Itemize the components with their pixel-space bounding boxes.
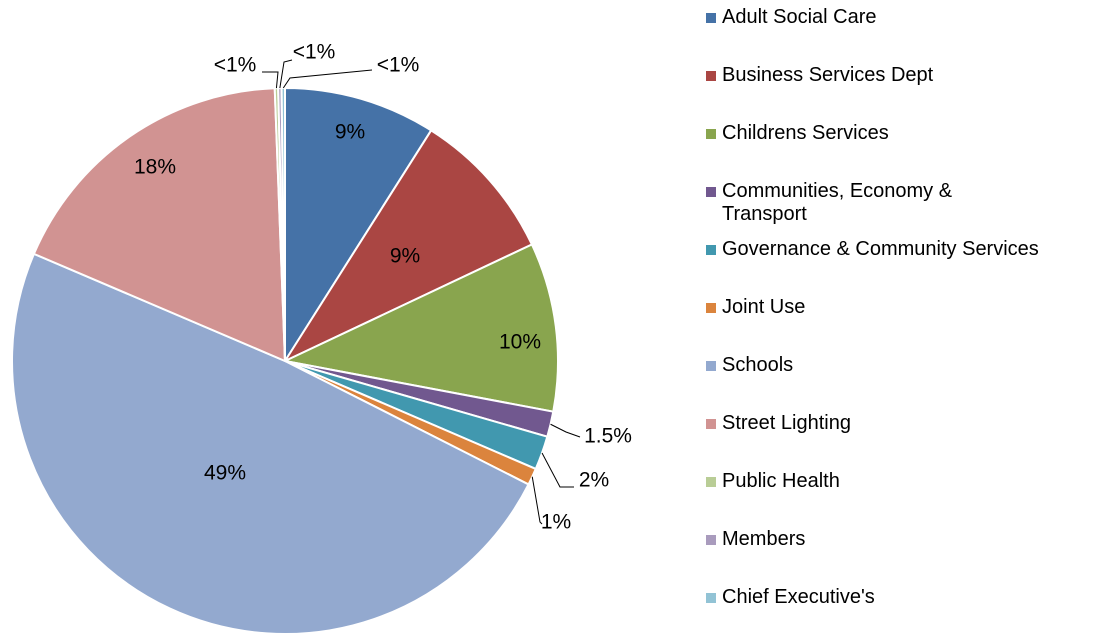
legend-label: Childrens Services: [722, 122, 889, 144]
legend-label: Business Services Dept: [722, 64, 934, 86]
data-label: <1%: [293, 41, 336, 64]
pie-slice: [282, 129, 534, 364]
legend-swatch: [706, 129, 716, 139]
legend-swatch: [706, 535, 716, 545]
legend-swatch: [706, 71, 716, 81]
legend-item: Street Lighting: [704, 412, 851, 435]
leader-line: [531, 476, 543, 525]
legend-label: Adult Social Care: [722, 6, 877, 28]
legend-item: Members: [704, 528, 805, 551]
pie-slice: [11, 252, 530, 635]
legend-item: Schools: [704, 354, 793, 377]
legend-item: Business Services Dept: [704, 64, 933, 87]
legend-swatch: [706, 303, 716, 313]
legend-item: Adult Social Care: [704, 6, 877, 29]
legend-label: Street Lighting: [722, 412, 851, 434]
legend-label: Public Health: [722, 470, 840, 492]
leader-line: [262, 71, 279, 89]
legend-item: Communities, Economy & Transport: [704, 180, 994, 226]
data-label: 10%: [499, 331, 541, 354]
data-label: 49%: [204, 462, 246, 485]
leader-line: [550, 423, 581, 438]
data-label: 9%: [390, 245, 420, 268]
leader-line: [279, 59, 293, 89]
data-label: <1%: [214, 54, 257, 77]
legend-label: Schools: [722, 354, 794, 376]
data-label: 18%: [134, 156, 176, 179]
legend-label: Governance & Community Services: [722, 238, 1039, 260]
legend-swatch: [706, 593, 716, 603]
legend-swatch: [706, 187, 716, 197]
legend-item: Childrens Services: [704, 122, 889, 145]
pie-slice: [281, 243, 559, 413]
data-label: 9%: [335, 121, 365, 144]
legend-swatch: [706, 477, 716, 487]
legend-label: Chief Executive's: [722, 586, 875, 608]
legend-label: Joint Use: [722, 296, 806, 318]
data-label: <1%: [377, 54, 420, 77]
legend-item: Governance & Community Services: [704, 238, 1039, 261]
pie-slice: [284, 86, 433, 365]
legend-item: Public Health: [704, 470, 840, 493]
legend-swatch: [706, 245, 716, 255]
legend-item: Joint Use: [704, 296, 805, 319]
leader-line: [282, 69, 373, 89]
leader-line: [541, 452, 574, 488]
data-label: 2%: [579, 469, 609, 492]
pie-slice: [32, 87, 287, 363]
legend-label: Communities, Economy & Transport: [722, 180, 953, 225]
data-label: 1%: [541, 511, 571, 534]
legend-swatch: [706, 419, 716, 429]
chart: 9% 9% 10% 1.5% 2% 1% 49% 18% <1% <1% <1%: [11, 41, 632, 635]
legend-item: Chief Executive's: [704, 586, 875, 609]
legend-swatch: [706, 13, 716, 23]
legend-label: Members: [722, 528, 806, 550]
legend-swatch: [706, 361, 716, 371]
data-label: 1.5%: [584, 425, 632, 448]
